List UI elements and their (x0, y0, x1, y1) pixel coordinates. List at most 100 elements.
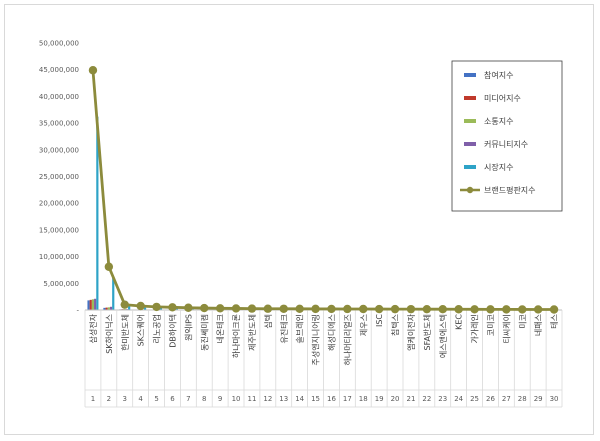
category-name: 한미반도체 (120, 314, 130, 351)
category-number: 6 (170, 395, 175, 403)
legend-label: 브랜드평판지수 (484, 185, 536, 195)
category-name: 테스 (550, 314, 559, 329)
point-브랜드평판지수-7 (184, 303, 193, 312)
category-number: 13 (279, 395, 288, 403)
legend-label: 시장지수 (484, 162, 513, 172)
category-name: 네온테크 (216, 314, 225, 343)
category-number: 23 (438, 395, 447, 403)
category-name: 에스앤에스텍 (438, 314, 448, 358)
category-number: 21 (406, 395, 415, 403)
bar-커뮤니티지수-1 (94, 298, 97, 310)
category-number: 18 (359, 395, 368, 403)
bar-시장지수-6 (175, 308, 178, 310)
y-tick-label: 10,000,000 (39, 253, 79, 261)
bar-소통지수-1 (91, 299, 95, 310)
category-name: 티씨케이 (501, 314, 511, 343)
category-name: SK하이닉스 (104, 314, 114, 354)
category-name: 해성디에스 (326, 314, 336, 351)
category-name: ISC (375, 314, 384, 327)
category-number: 28 (518, 395, 527, 403)
category-name: 칩텍스 (390, 314, 400, 336)
bar-시장지수-5 (159, 308, 163, 310)
bar-시장지수-3 (128, 306, 131, 310)
category-name: SFA반도체 (422, 314, 432, 351)
legend-label: 소통지수 (484, 117, 513, 126)
category-name: 유진테크 (279, 314, 289, 343)
y-tick-label: 50,000,000 (39, 40, 79, 48)
point-브랜드평판지수-3 (120, 300, 129, 309)
category-name: 가가레인 (470, 314, 480, 343)
category-name: SK스퀘어 (136, 314, 146, 346)
bar-참여지수-1 (87, 300, 90, 310)
bar-시장지수-1 (96, 116, 99, 310)
point-브랜드평판지수-4 (136, 301, 145, 311)
legend-marker-브랜드평판지수 (466, 186, 474, 194)
category-name: 삼성전자 (88, 313, 98, 343)
category-name: DB하이텍 (167, 314, 177, 348)
legend-swatch-미디어지수 (464, 96, 476, 100)
legend-label: 미디어지수 (484, 93, 521, 103)
category-number: 7 (186, 395, 190, 403)
y-tick-label: 45,000,000 (39, 66, 79, 74)
category-number: 22 (422, 395, 431, 403)
point-브랜드평판지수-11 (247, 304, 257, 313)
category-number: 17 (343, 395, 352, 403)
category-name: 심텍 (263, 314, 273, 329)
y-tick-label: 40,000,000 (39, 93, 79, 101)
legend-swatch-소통지수 (464, 119, 476, 123)
point-브랜드평판지수-6 (168, 303, 177, 312)
category-name: 제주반도체 (247, 314, 257, 351)
category-name: 동진쎄미켐 (199, 314, 209, 351)
bar-커뮤니티지수-2 (109, 306, 113, 310)
y-tick-label: - (76, 307, 79, 315)
point-브랜드평판지수-13 (279, 304, 288, 313)
bar-소통지수-2 (107, 307, 110, 310)
category-name: 코미코 (486, 314, 495, 336)
point-브랜드평판지수-12 (263, 304, 273, 313)
category-number: 19 (375, 395, 384, 403)
bar-참여지수-2 (103, 307, 106, 310)
point-브랜드평판지수-18 (359, 304, 368, 314)
point-브랜드평판지수-24 (454, 305, 463, 314)
point-브랜드평판지수-15 (311, 304, 320, 314)
point-브랜드평판지수-23 (438, 304, 447, 314)
category-number: 15 (311, 395, 320, 403)
category-number: 5 (154, 395, 158, 403)
bar-미디어지수-2 (105, 307, 108, 310)
brand-reputation-chart: 50,000,00045,000,00040,000,00035,000,000… (39, 40, 563, 408)
point-브랜드평판지수-30 (549, 305, 559, 314)
category-number: 10 (232, 395, 241, 403)
category-number: 14 (295, 395, 304, 403)
bar-시장지수-7 (191, 308, 194, 310)
legend-swatch-시장지수 (464, 165, 476, 169)
point-브랜드평판지수-26 (486, 305, 495, 314)
category-number: 2 (107, 395, 111, 403)
y-tick-label: 5,000,000 (43, 280, 79, 288)
y-tick-label: 25,000,000 (39, 173, 79, 181)
legend-swatch-참여지수 (464, 73, 476, 77)
point-브랜드평판지수-16 (327, 304, 336, 314)
point-브랜드평판지수-14 (295, 304, 304, 314)
legend-label: 커뮤니티지수 (484, 139, 528, 149)
category-name: 하나마이크론 (231, 314, 241, 358)
point-브랜드평판지수-19 (374, 304, 384, 314)
category-number: 27 (502, 395, 511, 403)
category-number: 26 (486, 395, 495, 403)
category-name: KEC (455, 314, 464, 330)
category-number: 24 (454, 395, 463, 403)
legend-box (451, 60, 563, 212)
y-tick-label: 30,000,000 (39, 146, 79, 154)
bar-시장지수-2 (112, 276, 115, 310)
bar-미디어지수-1 (89, 299, 92, 310)
point-브랜드평판지수-1 (88, 66, 98, 75)
point-브랜드평판지수-25 (470, 305, 479, 314)
category-number: 29 (534, 395, 543, 403)
category-name: 원익IPS (183, 314, 193, 341)
category-number: 4 (138, 395, 143, 403)
point-브랜드평판지수-27 (502, 305, 511, 314)
bar-시장지수-4 (143, 307, 147, 310)
point-브랜드평판지수-9 (215, 304, 225, 313)
category-number: 11 (247, 395, 256, 403)
y-tick-label: 20,000,000 (39, 200, 79, 208)
point-브랜드평판지수-20 (390, 304, 400, 314)
